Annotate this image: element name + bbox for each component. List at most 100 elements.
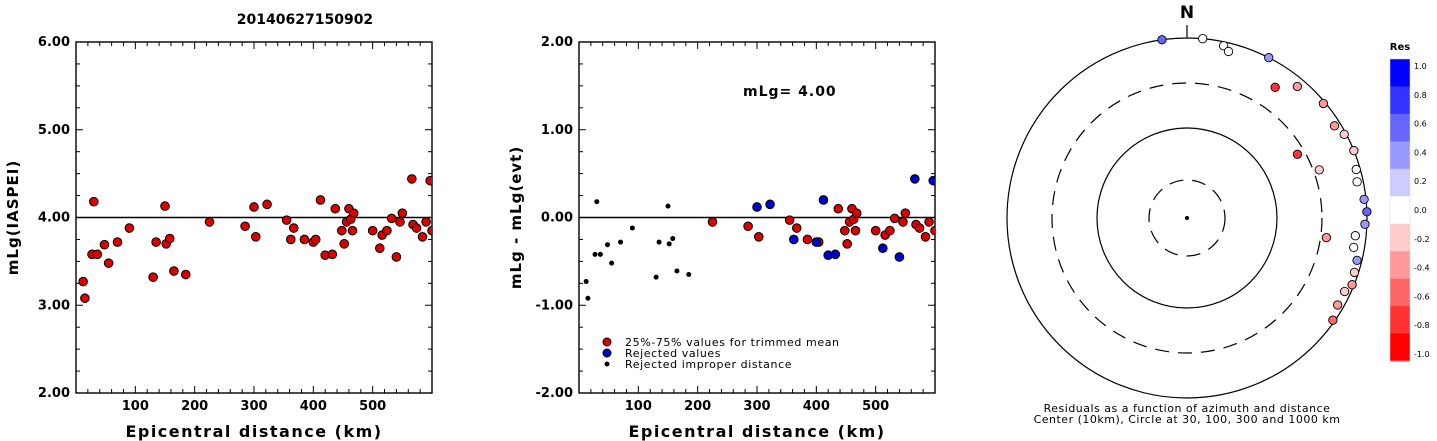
station-point xyxy=(784,215,795,225)
station-point xyxy=(802,234,813,245)
station-point xyxy=(427,225,432,236)
station-point xyxy=(382,225,392,236)
y-axis-label: mLg(IASPEI) xyxy=(4,160,22,275)
station-residual-point xyxy=(1339,129,1349,140)
station-point xyxy=(889,213,900,224)
station-point xyxy=(103,258,114,268)
improper-distance-point xyxy=(618,239,624,245)
station-point xyxy=(330,203,341,214)
improper-distance-point xyxy=(604,242,610,248)
station-point xyxy=(285,234,296,245)
station-point xyxy=(920,232,931,242)
improper-distance-point xyxy=(592,251,598,257)
station-point xyxy=(169,266,179,276)
mean-magnitude-annotation: mLg= 4.00 xyxy=(743,84,837,100)
station-point xyxy=(78,276,88,287)
station-point xyxy=(347,225,358,236)
station-residual-point xyxy=(1352,177,1362,187)
y-tick-label: 0.00 xyxy=(541,211,573,226)
distance-ring xyxy=(1148,179,1226,257)
colorbar-swatch xyxy=(1390,86,1410,115)
station-point xyxy=(417,232,428,242)
y-tick-label: 6.00 xyxy=(38,35,70,50)
colorbar-tick-label: 0.6 xyxy=(1414,120,1427,129)
improper-distance-point xyxy=(629,225,635,231)
station-point xyxy=(367,225,378,236)
figure-title: 20140627150902 xyxy=(237,12,373,28)
colorbar-swatch xyxy=(1390,278,1410,307)
station-residual-point xyxy=(1318,98,1329,109)
station-residual-point xyxy=(1329,121,1340,131)
station-point xyxy=(337,225,347,236)
colorbar-swatch xyxy=(1390,196,1410,225)
magnitude-vs-distance-plot: 2.00 3.00 4.00 5.00 6.00 100 200 300 400 500 Epice… xyxy=(4,35,433,441)
residual-vs-distance-plot: -2.00 -1.00 0.00 1.00 2.00 100 200 300 400 500 Epi… xyxy=(507,35,936,441)
station-point xyxy=(262,199,272,210)
station-residual-point xyxy=(1223,46,1234,57)
station-point xyxy=(310,234,321,245)
station-point xyxy=(870,225,881,236)
improper-distance-point xyxy=(666,241,672,247)
station-residual-point xyxy=(1352,255,1362,266)
station-point xyxy=(327,249,338,260)
station-point xyxy=(900,208,911,218)
station-point xyxy=(315,195,326,205)
colorbar-tick-label: 0.0 xyxy=(1414,206,1427,215)
colorbar-swatch xyxy=(1390,333,1410,362)
colorbar-tick-label: 0.2 xyxy=(1414,177,1427,186)
station-point xyxy=(288,223,299,233)
legend-marker xyxy=(604,361,610,367)
station-residual-point xyxy=(1360,219,1370,229)
station-point xyxy=(348,208,359,218)
y-axis-label: mLg - mLg(evt) xyxy=(507,146,525,289)
station-point xyxy=(112,237,123,247)
station-point xyxy=(151,237,161,247)
rejected-point xyxy=(752,202,762,212)
colorbar-tick-label: 0.8 xyxy=(1414,91,1427,100)
station-point xyxy=(924,217,934,227)
colorbar-swatch xyxy=(1390,141,1410,170)
x-tick-label: 200 xyxy=(181,399,208,414)
station-point xyxy=(707,217,718,227)
station-residual-point xyxy=(1314,165,1324,175)
colorbar-tick-label: 0.4 xyxy=(1414,148,1427,157)
x-tick-label: 200 xyxy=(684,399,711,414)
station-point xyxy=(250,232,261,242)
polar-caption-line1: Residuals as a function of azimuth and d… xyxy=(1044,402,1331,415)
azimuth-residual-polar-plot: N Residuals as a function of azimuth and … xyxy=(1006,3,1372,426)
station-point xyxy=(180,269,191,280)
station-point xyxy=(164,233,175,244)
station-point xyxy=(339,239,349,249)
y-tick-label: -2.00 xyxy=(536,386,573,401)
rejected-point xyxy=(877,243,888,254)
station-residual-point xyxy=(1328,315,1338,325)
station-point xyxy=(840,225,850,236)
epicenter-marker xyxy=(1185,216,1189,220)
station-point xyxy=(160,201,170,211)
north-label: N xyxy=(1180,3,1194,23)
y-tick-label: 3.00 xyxy=(38,298,70,313)
station-point xyxy=(391,252,402,262)
station-point xyxy=(395,217,405,227)
improper-distance-point xyxy=(653,274,659,280)
station-point xyxy=(249,202,259,212)
legend-label: Rejected values xyxy=(625,347,721,360)
polar-caption-line2: Center (10km), Circle at 30, 100, 300 an… xyxy=(1034,413,1341,426)
station-point xyxy=(898,217,908,227)
improper-distance-point xyxy=(597,251,603,257)
station-point xyxy=(80,293,90,304)
station-point xyxy=(299,234,310,245)
station-residual-point xyxy=(1157,35,1167,45)
colorbar-tick-label: 1.0 xyxy=(1414,62,1427,71)
station-point xyxy=(914,223,925,233)
x-tick-label: 100 xyxy=(625,399,652,414)
improper-distance-point xyxy=(585,295,591,301)
rejected-point xyxy=(818,195,829,205)
rejected-point xyxy=(910,174,920,184)
station-residual-point xyxy=(1292,149,1303,159)
x-tick-label: 500 xyxy=(862,399,889,414)
station-residual-point xyxy=(1264,52,1274,63)
colorbar-swatch xyxy=(1390,59,1410,87)
station-residual-point xyxy=(1339,286,1350,297)
